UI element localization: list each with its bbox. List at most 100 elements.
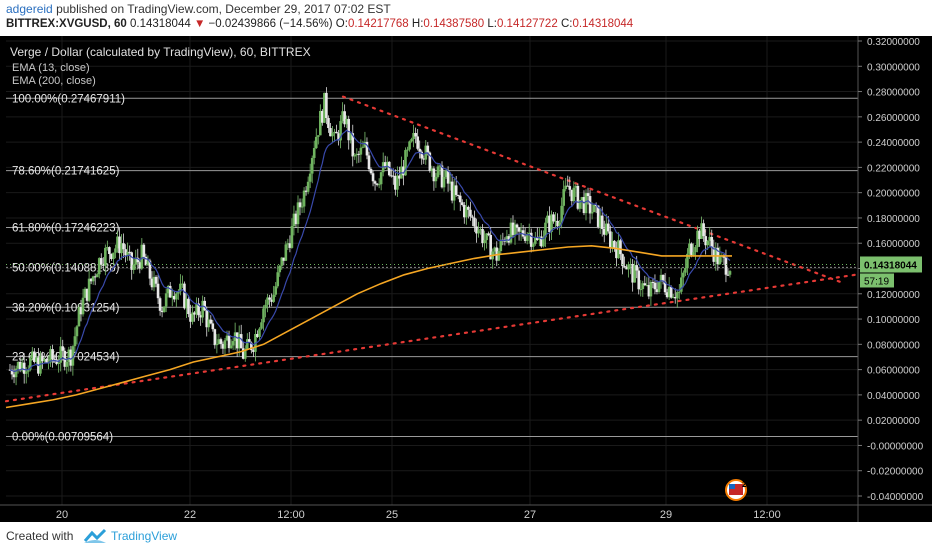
price-chart[interactable]: 100.00%(0.27467911) 78.60%(0.21741625) 61.… — [0, 36, 932, 522]
candle-body — [333, 131, 336, 134]
candle-body — [321, 110, 324, 123]
candle-body — [422, 158, 426, 160]
y-tick-label: 0.18000000 — [867, 214, 920, 225]
candle-body — [607, 223, 610, 232]
candle-body — [475, 226, 478, 234]
candle-body — [647, 285, 651, 297]
candle-body — [375, 183, 379, 185]
candle-body — [444, 170, 448, 177]
candle-body — [175, 293, 178, 300]
tradingview-cloud-logo-icon[interactable] — [82, 526, 108, 546]
candle-body — [440, 165, 444, 188]
candle-body — [227, 335, 231, 349]
candle-body — [487, 233, 490, 235]
open-label: O: — [335, 18, 348, 30]
candle-body — [245, 339, 249, 349]
candle-body — [686, 253, 689, 268]
candle-body — [314, 136, 318, 149]
candle-body — [284, 244, 288, 261]
y-tick-label: 0.02000000 — [867, 416, 920, 427]
fib-label: 0.00%(0.00709564) — [12, 431, 113, 443]
candle-body — [18, 361, 22, 371]
last-price: 0.14318044 — [129, 18, 191, 30]
price-axis: 0.32000000 0.30000000 0.28000000 0.26000000… — [6, 36, 932, 522]
candle-body — [631, 263, 634, 283]
candle-body — [396, 175, 399, 190]
flag-rect — [729, 484, 743, 495]
candle-body — [394, 175, 397, 190]
candle-body — [649, 281, 653, 297]
candle-body — [349, 133, 353, 141]
y-tick-label: -0.02000000 — [867, 467, 924, 478]
candle-body — [229, 345, 233, 349]
candle-body — [140, 244, 144, 269]
candle-body — [428, 152, 432, 171]
candle-body — [85, 288, 89, 301]
candle-body — [337, 133, 340, 141]
candle-body — [300, 206, 304, 208]
candle-body — [282, 257, 286, 261]
candle-body — [505, 236, 509, 242]
high-value: 0.14387580 — [423, 18, 485, 30]
candle-body — [452, 185, 456, 201]
candle-body — [680, 277, 683, 292]
candle-body — [195, 303, 198, 315]
candle-body — [351, 133, 355, 157]
y-tick-label: 0.04000000 — [867, 391, 920, 402]
candle-body — [75, 326, 79, 337]
candle-body — [525, 233, 529, 241]
candle-body — [59, 346, 63, 363]
economic-event-flag-icon: 24? — [725, 479, 756, 501]
legend-ema-13[interactable]: EMA (13, close) — [12, 62, 90, 74]
candle-body — [126, 251, 129, 256]
candle-body — [152, 276, 156, 288]
ema-13-line — [9, 129, 731, 373]
candle-body — [383, 162, 387, 168]
grid-lines — [6, 36, 858, 505]
candle-body — [31, 351, 34, 359]
close-value: 0.14318044 — [572, 18, 634, 30]
low-label: L: — [487, 18, 497, 30]
candle-body — [531, 243, 535, 247]
chart-area[interactable]: 100.00%(0.27467911) 78.60%(0.21741625) 61.… — [0, 36, 932, 522]
candle-body — [319, 110, 322, 136]
candle-body — [410, 139, 413, 142]
candle-body — [353, 155, 357, 157]
y-tick-label: 0.16000000 — [867, 239, 920, 250]
tradingview-brand-link[interactable]: TradingView — [111, 529, 178, 543]
candle-body — [367, 155, 371, 170]
change-value: −0.02439866 (−14.56%) — [208, 18, 333, 30]
candle-body — [142, 244, 146, 257]
author-link[interactable]: adgereid — [6, 2, 53, 16]
candle-body — [702, 223, 705, 237]
candle-body — [274, 286, 277, 295]
candle-body — [201, 300, 204, 318]
candle-body — [67, 349, 71, 362]
y-tick-label: 0.26000000 — [867, 113, 920, 124]
footer: Created with TradingView — [0, 522, 932, 550]
legend-ema-200[interactable]: EMA (200, close) — [12, 75, 96, 87]
candle-body — [150, 278, 154, 288]
candle-body — [120, 243, 123, 254]
lower-trendline — [4, 273, 857, 403]
candle-body — [250, 342, 253, 351]
candle-body — [432, 168, 436, 182]
candle-body — [341, 111, 344, 122]
candle-body — [637, 270, 641, 290]
upper-trendline — [341, 95, 847, 285]
candle-body — [564, 185, 568, 190]
candle-body — [728, 271, 732, 275]
candle-body — [671, 297, 675, 299]
candle-body — [604, 223, 608, 235]
candle-body — [177, 291, 180, 294]
candle-body — [682, 272, 685, 278]
candle-body — [714, 247, 718, 262]
candle-body — [609, 231, 612, 248]
y-tick-label: 0.10000000 — [867, 315, 920, 326]
candle-body — [554, 220, 557, 222]
candle-body — [223, 340, 227, 349]
candle-body — [675, 292, 679, 299]
candle-body — [570, 189, 574, 202]
candle-body — [584, 193, 588, 214]
candle-body — [363, 141, 367, 147]
